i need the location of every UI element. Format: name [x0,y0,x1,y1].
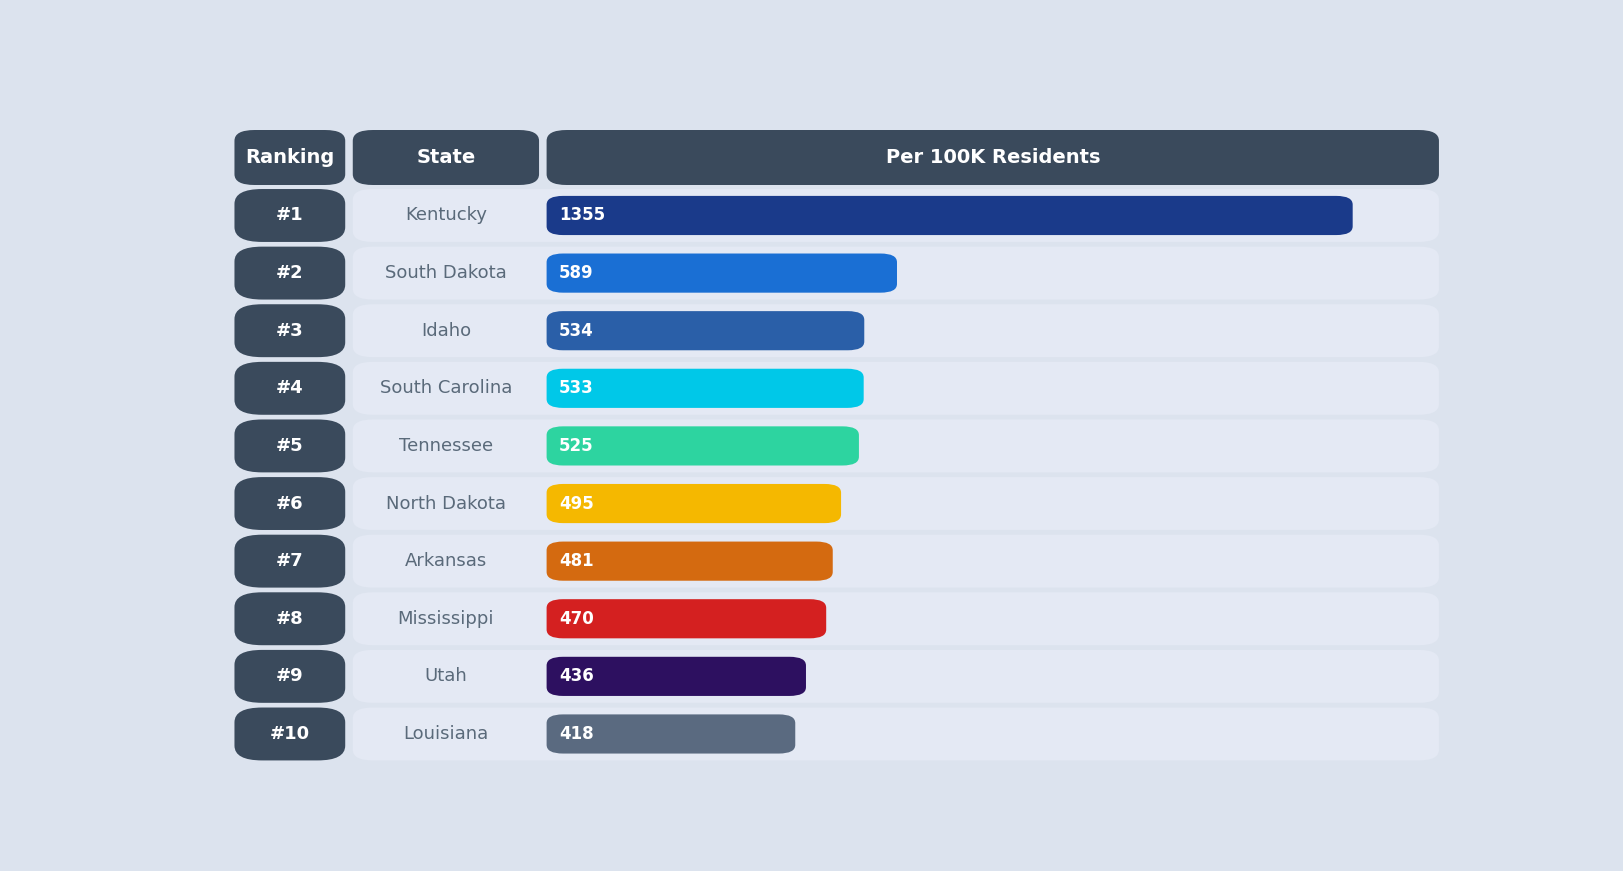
FancyBboxPatch shape [234,361,346,415]
Text: Utah: Utah [424,667,467,685]
FancyBboxPatch shape [547,368,863,408]
FancyBboxPatch shape [352,361,1438,415]
Text: Tennessee: Tennessee [399,437,493,455]
FancyBboxPatch shape [352,304,1438,357]
FancyBboxPatch shape [547,599,826,638]
FancyBboxPatch shape [234,650,346,703]
FancyBboxPatch shape [547,484,841,523]
Text: #5: #5 [276,437,304,455]
Text: Idaho: Idaho [420,321,471,340]
FancyBboxPatch shape [234,130,346,185]
FancyBboxPatch shape [234,535,346,588]
FancyBboxPatch shape [547,426,859,465]
Text: 470: 470 [558,610,594,628]
FancyBboxPatch shape [352,650,1438,703]
FancyBboxPatch shape [352,477,1438,530]
Text: #3: #3 [276,321,304,340]
FancyBboxPatch shape [234,707,346,760]
FancyBboxPatch shape [352,535,1438,588]
Text: Arkansas: Arkansas [404,552,487,571]
FancyBboxPatch shape [234,189,346,242]
FancyBboxPatch shape [352,246,1438,300]
Text: South Carolina: South Carolina [380,379,511,397]
FancyBboxPatch shape [234,246,346,300]
Text: #1: #1 [276,206,304,225]
Text: Mississippi: Mississippi [398,610,493,628]
FancyBboxPatch shape [352,189,1438,242]
FancyBboxPatch shape [547,196,1352,235]
FancyBboxPatch shape [547,311,863,350]
Text: Kentucky: Kentucky [404,206,487,225]
FancyBboxPatch shape [234,477,346,530]
Text: #8: #8 [276,610,304,628]
Text: #4: #4 [276,379,304,397]
FancyBboxPatch shape [352,130,539,185]
Text: 1355: 1355 [558,206,605,225]
Text: #2: #2 [276,264,304,282]
Text: #6: #6 [276,495,304,512]
Text: 589: 589 [558,264,594,282]
FancyBboxPatch shape [547,542,833,581]
FancyBboxPatch shape [352,420,1438,472]
Text: Per 100K Residents: Per 100K Residents [885,148,1099,167]
Text: 418: 418 [558,725,594,743]
FancyBboxPatch shape [547,130,1438,185]
FancyBboxPatch shape [234,592,346,645]
Text: 495: 495 [558,495,594,512]
Text: #10: #10 [269,725,310,743]
FancyBboxPatch shape [547,714,795,753]
Text: 481: 481 [558,552,594,571]
Text: South Dakota: South Dakota [385,264,506,282]
FancyBboxPatch shape [547,657,805,696]
Text: 534: 534 [558,321,594,340]
Text: #9: #9 [276,667,304,685]
FancyBboxPatch shape [234,304,346,357]
FancyBboxPatch shape [547,253,896,293]
Text: 525: 525 [558,437,594,455]
Text: North Dakota: North Dakota [386,495,506,512]
Text: #7: #7 [276,552,304,571]
Text: 436: 436 [558,667,594,685]
FancyBboxPatch shape [352,707,1438,760]
Text: 533: 533 [558,379,594,397]
Text: State: State [415,148,476,167]
FancyBboxPatch shape [234,420,346,472]
FancyBboxPatch shape [352,592,1438,645]
Text: Ranking: Ranking [245,148,334,167]
Text: Louisiana: Louisiana [403,725,489,743]
